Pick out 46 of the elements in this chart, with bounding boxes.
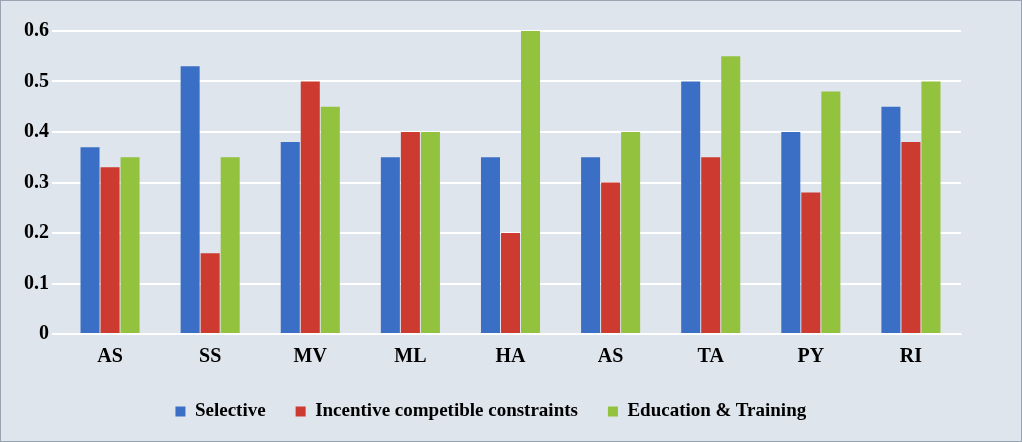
bar (881, 106, 901, 333)
y-tick-label: 0.3 (24, 169, 49, 192)
x-tick-label: MV (293, 344, 328, 367)
bar (721, 56, 741, 333)
bar (480, 157, 500, 333)
legend-label: Selective (194, 399, 266, 421)
bar (400, 132, 420, 333)
bar (801, 192, 821, 333)
bar (220, 157, 240, 333)
bar (621, 132, 641, 333)
bar (80, 147, 100, 333)
bar (681, 81, 701, 333)
bar (300, 81, 320, 333)
x-tick-label: TA (697, 344, 725, 367)
y-tick-label: 0.4 (24, 119, 49, 142)
x-tick-label: RI (899, 344, 923, 367)
bar (280, 142, 300, 333)
bar (521, 31, 541, 333)
bar (380, 157, 400, 333)
y-tick-label: 0.5 (24, 68, 49, 91)
bar (701, 157, 721, 333)
bar (100, 167, 120, 333)
legend-label: Incentive competible constraints (315, 399, 578, 421)
bar (581, 157, 601, 333)
bar (921, 81, 941, 333)
bar (601, 182, 621, 333)
bar (420, 132, 440, 333)
y-tick-label: 0 (39, 321, 49, 344)
y-tick-label: 0.2 (24, 220, 49, 243)
bar (180, 66, 200, 333)
x-tick-label: AS (97, 344, 123, 367)
bar (781, 132, 801, 333)
x-tick-label: AS (597, 344, 624, 367)
x-tick-label: ML (394, 344, 427, 367)
bar (320, 106, 340, 333)
legend-label: Education & Training (627, 399, 807, 421)
bar (120, 157, 140, 333)
bar (200, 253, 220, 333)
y-tick-label: 0.1 (24, 270, 49, 293)
bar (500, 233, 521, 333)
bar (821, 91, 841, 333)
y-tick-label: 0.6 (24, 18, 49, 41)
x-tick-label: PY (797, 344, 825, 367)
x-tick-label: SS (199, 344, 222, 367)
x-tick-label: HA (495, 344, 527, 367)
bar (901, 142, 921, 333)
